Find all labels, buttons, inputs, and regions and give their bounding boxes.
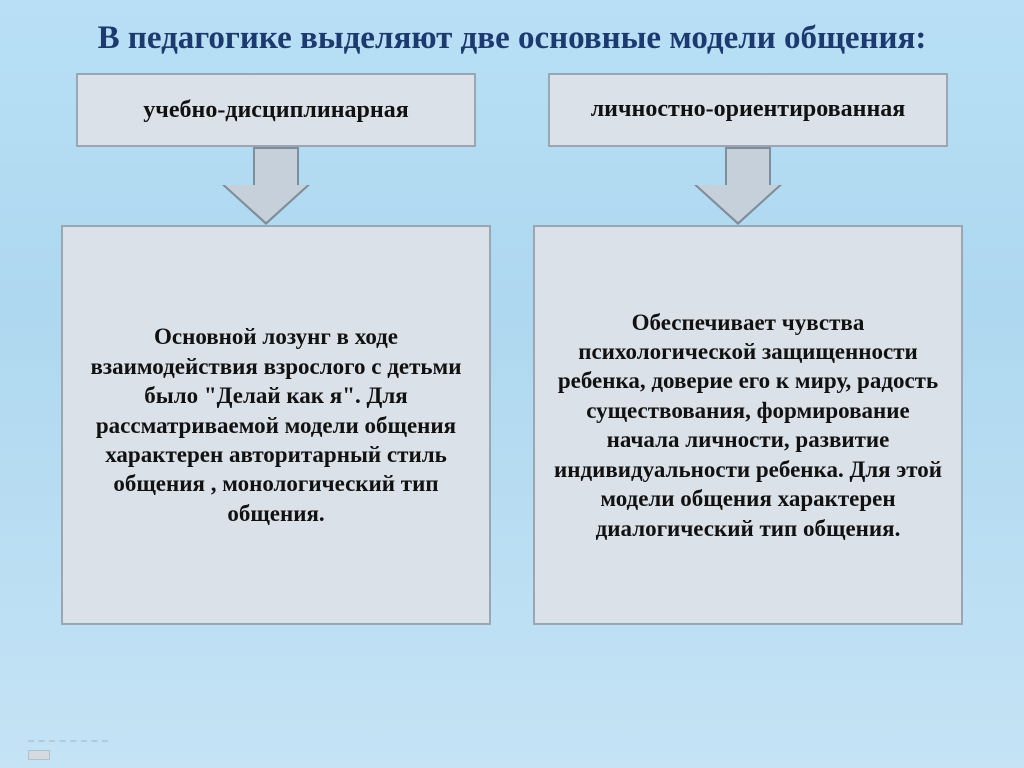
column-right: личностно-ориентированная Обеспечивает ч… xyxy=(532,73,964,625)
label-box-right: личностно-ориентированная xyxy=(548,73,948,147)
column-left: учебно-дисциплинарная Основной лозунг в … xyxy=(60,73,492,625)
body-box-right: Обеспечивает чувства психологической защ… xyxy=(533,225,963,625)
columns-container: учебно-дисциплинарная Основной лозунг в … xyxy=(0,73,1024,625)
label-box-left: учебно-дисциплинарная xyxy=(76,73,476,147)
down-arrow-icon xyxy=(714,147,782,225)
footer-tab-icon xyxy=(28,750,50,760)
arrow-right-wrap xyxy=(714,147,782,225)
body-box-left: Основной лозунг в ходе взаимодействия вз… xyxy=(61,225,491,625)
down-arrow-icon xyxy=(242,147,310,225)
arrow-left-wrap xyxy=(242,147,310,225)
slide-title: В педагогике выделяют две основные модел… xyxy=(0,0,1024,73)
